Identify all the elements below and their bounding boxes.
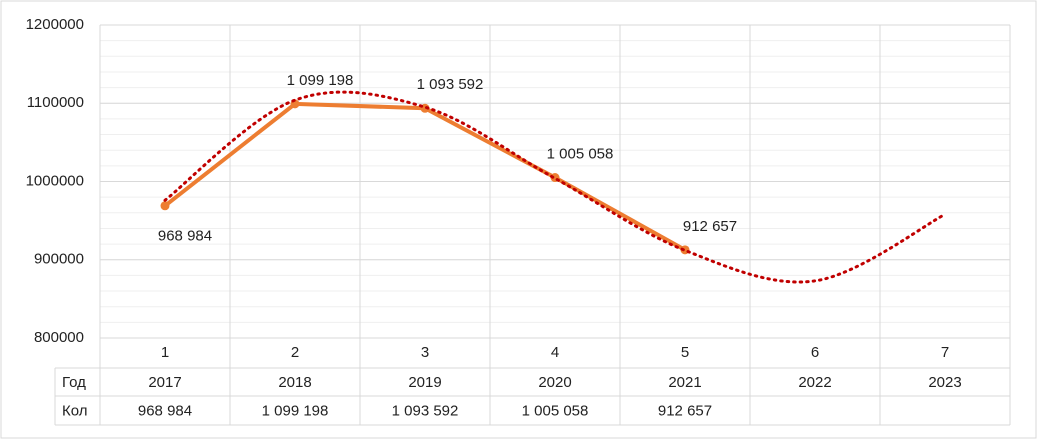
data-label: 1 093 592: [417, 76, 484, 93]
table-cell: 2019: [408, 374, 441, 391]
table-cell: 912 657: [658, 402, 712, 419]
table-cell: 2023: [928, 374, 961, 391]
x-tick-label: 2: [291, 344, 299, 361]
x-tick-label: 5: [681, 344, 689, 361]
data-label: 1 099 198: [287, 72, 354, 89]
data-label: 912 657: [683, 218, 737, 235]
table-row-label: Кол: [62, 402, 88, 419]
x-tick-label: 3: [421, 344, 429, 361]
y-tick-label: 800000: [34, 329, 84, 346]
y-tick-label: 1000000: [26, 172, 84, 189]
table-cell: 2021: [668, 374, 701, 391]
x-tick-label: 4: [551, 344, 559, 361]
table-cell: 968 984: [138, 402, 192, 419]
y-tick-label: 900000: [34, 251, 84, 268]
y-tick-label: 1100000: [27, 94, 84, 111]
table-cell: 1 093 592: [392, 402, 459, 419]
table-cell: 2020: [538, 374, 571, 391]
data-label: 1 005 058: [547, 146, 614, 163]
x-tick-label: 1: [161, 344, 169, 361]
x-tick-label: 6: [811, 344, 819, 361]
table-cell: 1 005 058: [522, 402, 589, 419]
y-tick-label: 1200000: [26, 16, 84, 33]
table-cell: 2018: [278, 374, 311, 391]
table-cell: 2022: [798, 374, 831, 391]
data-label: 968 984: [158, 228, 212, 245]
table-cell: 2017: [148, 374, 181, 391]
point: [160, 201, 170, 211]
table-row-label: Год: [62, 374, 86, 391]
x-tick-label: 7: [941, 344, 949, 361]
table-cell: 1 099 198: [262, 402, 329, 419]
trendline: [163, 90, 947, 284]
